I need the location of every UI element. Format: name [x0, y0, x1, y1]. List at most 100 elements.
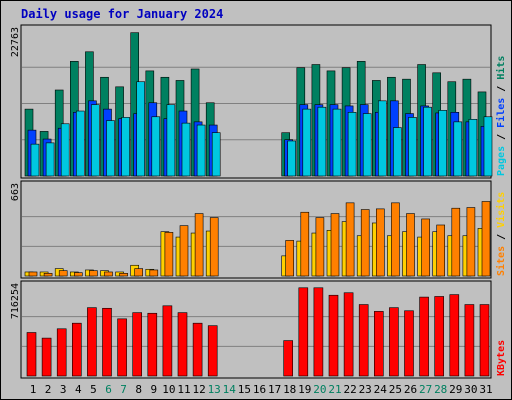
legend-top: Pages / Files / Hits — [495, 56, 507, 176]
x-tick-label-day-20: 20 — [313, 383, 326, 396]
legend-bottom: KBytes — [496, 340, 507, 376]
bar-pages-day-26 — [408, 117, 417, 177]
bar-kbytes-day-24 — [373, 311, 384, 377]
bar-pages-day-25 — [393, 127, 402, 177]
legend-text: / — [496, 128, 507, 146]
x-tick-label-day-7: 7 — [120, 383, 127, 396]
bar-kbytes-day-7 — [117, 318, 127, 377]
x-tick-label-day-23: 23 — [359, 383, 372, 396]
bar-sites-day-22 — [345, 202, 355, 277]
bar-kbytes-day-4 — [72, 322, 82, 377]
bar-sites-day-9 — [149, 269, 159, 277]
x-tick-label-day-22: 22 — [343, 383, 356, 396]
bar-pages-day-9 — [151, 116, 161, 177]
bar-sites-day-28 — [436, 224, 446, 277]
x-tick-label-day-5: 5 — [90, 383, 97, 396]
bar-kbytes-day-28 — [434, 296, 445, 377]
bar-pages-day-4 — [76, 110, 85, 177]
x-tick-label-day-8: 8 — [135, 383, 142, 396]
bar-pages-day-30 — [468, 119, 478, 177]
legend-text: KBytes — [496, 340, 507, 376]
bar-kbytes-day-8 — [132, 312, 142, 377]
bar-pages-day-29 — [453, 121, 463, 177]
bar-sites-day-3 — [58, 270, 68, 277]
x-tick-label-day-6: 6 — [105, 383, 112, 396]
bar-sites-day-24 — [375, 208, 385, 277]
x-tick-label-day-31: 31 — [479, 383, 492, 396]
x-tick-label-day-30: 30 — [464, 383, 477, 396]
bar-pages-day-12 — [196, 124, 206, 177]
bar-pages-day-31 — [483, 116, 493, 177]
bar-pages-day-5 — [91, 104, 100, 177]
x-tick-label-day-26: 26 — [404, 383, 417, 396]
x-tick-label-day-14: 14 — [223, 383, 237, 396]
bar-sites-day-7 — [119, 273, 128, 277]
x-tick-label-day-28: 28 — [434, 383, 447, 396]
bar-pages-day-7 — [121, 117, 130, 177]
bar-pages-day-10 — [166, 104, 176, 177]
bar-kbytes-day-5 — [87, 307, 97, 377]
bar-pages-day-22 — [347, 112, 357, 177]
bar-kbytes-day-1 — [26, 332, 37, 377]
bar-kbytes-day-3 — [56, 328, 67, 377]
bar-sites-day-8 — [134, 268, 143, 277]
legend-middle: Sites / Visits — [495, 192, 507, 276]
bar-sites-day-12 — [194, 213, 204, 277]
x-tick-label-day-27: 27 — [419, 383, 432, 396]
x-tick-label-day-11: 11 — [177, 383, 190, 396]
x-tick-label-day-4: 4 — [75, 383, 82, 396]
bar-sites-day-21 — [330, 213, 340, 277]
x-tick-label-day-18: 18 — [283, 383, 296, 396]
bar-kbytes-day-18 — [283, 340, 294, 377]
legend-text: Files — [495, 98, 507, 128]
legend-text: Pages — [496, 146, 507, 176]
bar-sites-day-6 — [104, 271, 113, 277]
x-tick-label-day-3: 3 — [60, 383, 67, 396]
x-tick-label-day-2: 2 — [45, 383, 52, 396]
bar-sites-day-18 — [285, 240, 295, 277]
x-tick-label-day-10: 10 — [162, 383, 175, 396]
bar-pages-day-24 — [377, 100, 387, 177]
bar-pages-day-11 — [181, 122, 191, 177]
x-tick-label-day-17: 17 — [268, 383, 281, 396]
bar-sites-day-31 — [481, 201, 491, 277]
bar-kbytes-day-20 — [313, 287, 324, 377]
bar-sites-day-10 — [164, 232, 174, 277]
legend-text: Sites — [495, 246, 507, 276]
bar-sites-day-23 — [360, 209, 370, 277]
bar-kbytes-day-12 — [192, 322, 203, 377]
bar-sites-day-20 — [315, 217, 325, 277]
bar-sites-day-11 — [179, 225, 189, 277]
bar-pages-day-20 — [317, 106, 327, 177]
bar-sites-day-26 — [406, 213, 415, 277]
bar-sites-day-30 — [466, 207, 476, 277]
bar-pages-day-6 — [106, 120, 115, 177]
bar-kbytes-day-6 — [102, 307, 112, 377]
y-max-label-middle: 663 — [10, 183, 21, 201]
chart-title: Daily usage for January 2024 — [21, 7, 223, 21]
bar-kbytes-day-11 — [177, 312, 188, 377]
bar-pages-day-2 — [45, 142, 55, 177]
bar-kbytes-day-29 — [449, 294, 460, 377]
bar-kbytes-day-23 — [358, 304, 369, 377]
y-max-label-bottom: 716254 — [10, 283, 21, 319]
legend-text: Visits — [495, 192, 507, 228]
bar-pages-day-18 — [287, 140, 297, 177]
x-tick-label-day-13: 13 — [208, 383, 221, 396]
bar-pages-day-8 — [136, 81, 145, 177]
bar-pages-day-21 — [332, 108, 342, 177]
bar-kbytes-day-10 — [162, 305, 173, 377]
bar-kbytes-day-9 — [147, 312, 158, 377]
bar-sites-day-5 — [89, 270, 98, 277]
bar-kbytes-day-27 — [419, 296, 429, 377]
x-tick-label-day-21: 21 — [328, 383, 341, 396]
bar-sites-day-2 — [43, 273, 53, 277]
x-tick-label-day-9: 9 — [150, 383, 157, 396]
legend-text: / — [496, 80, 507, 98]
bar-pages-day-28 — [438, 110, 448, 177]
x-tick-label-day-1: 1 — [30, 383, 37, 396]
bar-pages-day-3 — [60, 123, 70, 177]
x-tick-label-day-15: 15 — [238, 383, 251, 396]
bar-sites-day-4 — [74, 272, 83, 277]
bar-sites-day-25 — [391, 202, 400, 277]
